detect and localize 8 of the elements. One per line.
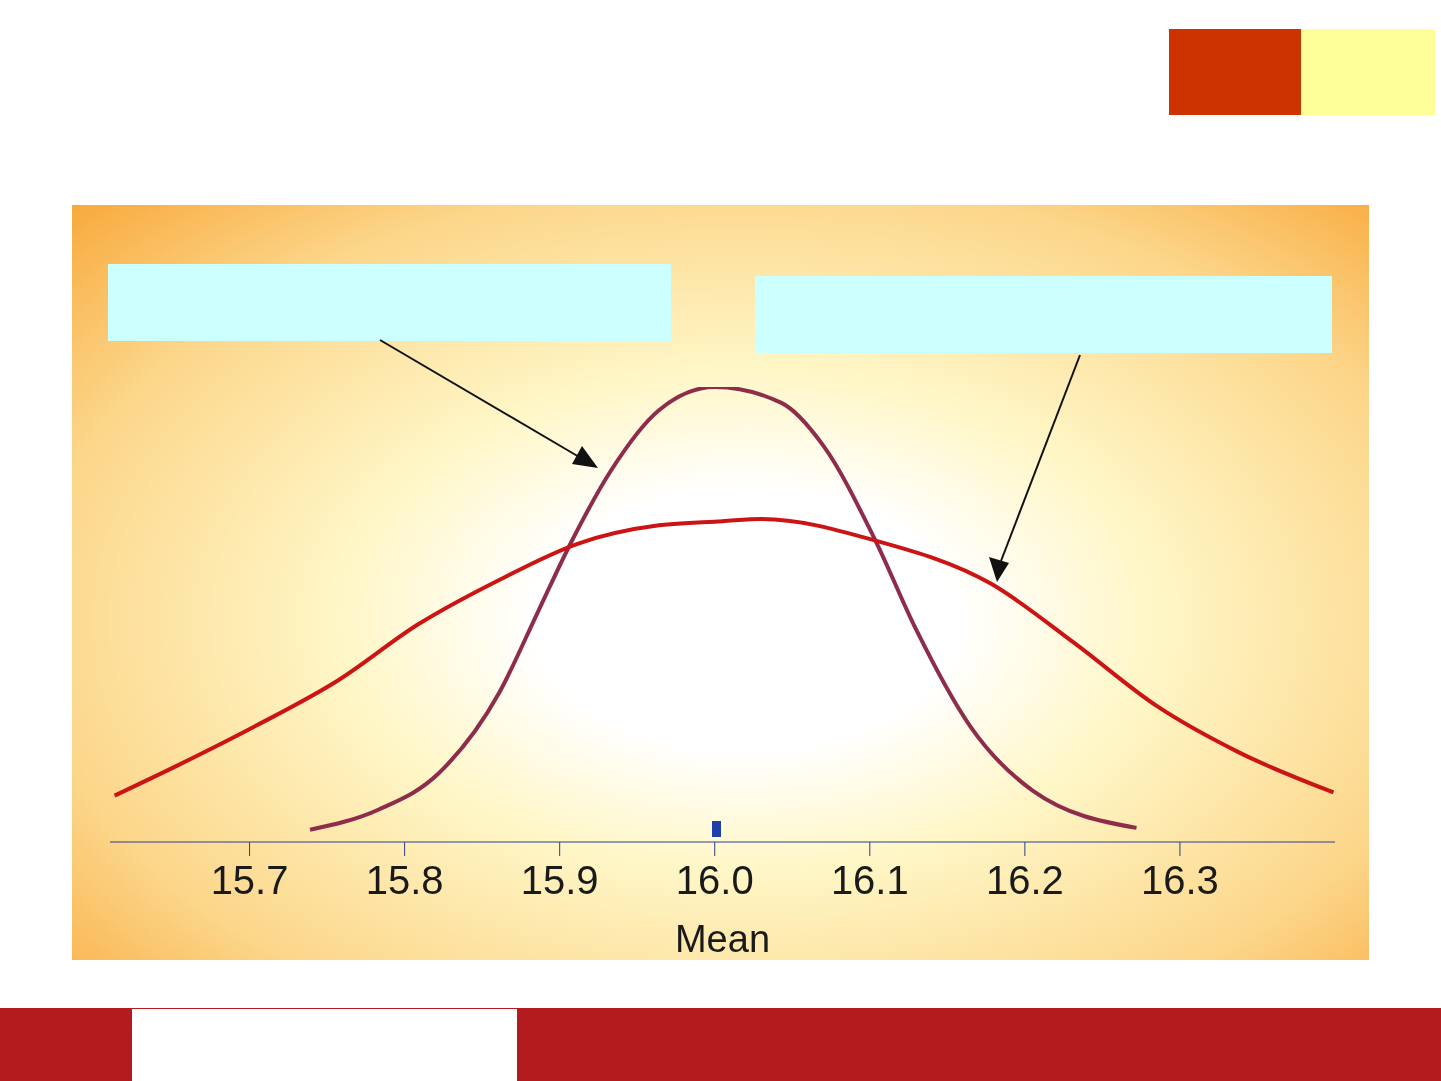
x-tick-label: 15.9 <box>520 858 599 903</box>
x-tick-label: 16.1 <box>830 858 909 903</box>
x-tick-label: 15.8 <box>365 858 444 903</box>
x-tick-label: 16.3 <box>1141 858 1219 903</box>
x-tick-label: 15.7 <box>210 858 289 903</box>
x-axis-title: Mean <box>674 918 771 960</box>
x-tick-label: 16.0 <box>675 858 754 903</box>
x-tick-label: 16.2 <box>985 858 1064 903</box>
